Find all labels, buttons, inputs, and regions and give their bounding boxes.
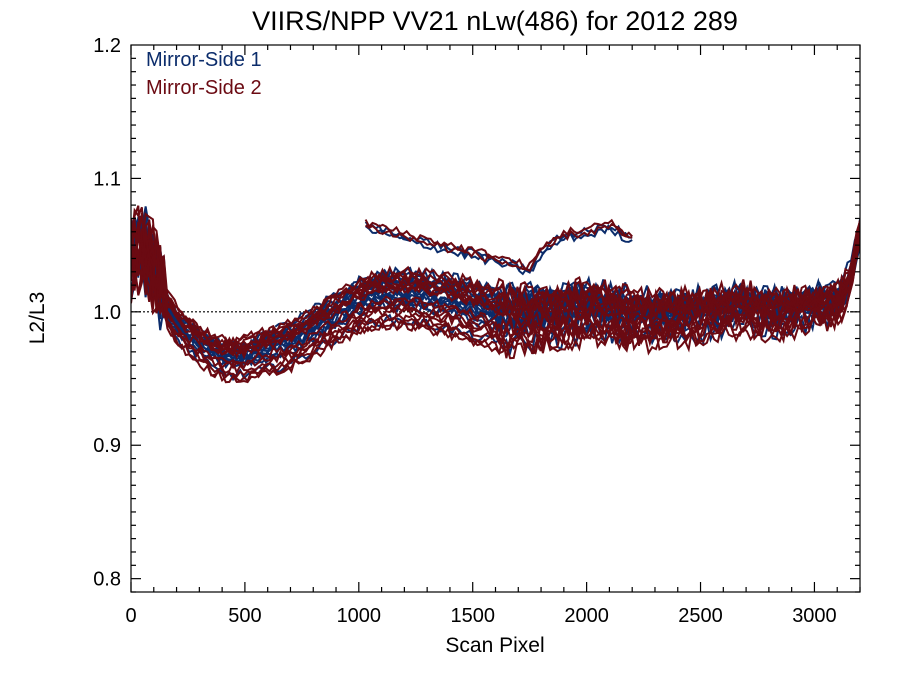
y-tick-label: 1.0 xyxy=(93,302,121,324)
y-tick-label: 1.2 xyxy=(93,35,121,57)
y-tick-label: 1.1 xyxy=(93,168,121,190)
series-upper-line-2 xyxy=(365,222,633,273)
series-line-2 xyxy=(131,242,860,384)
x-tick-label: 3000 xyxy=(792,605,837,627)
series-line-2 xyxy=(131,220,860,357)
chart-title: VIIRS/NPP VV21 nLw(486) for 2012 289 xyxy=(252,6,738,36)
x-tick-label: 2500 xyxy=(678,605,723,627)
series-upper-line-2 xyxy=(364,218,633,271)
x-tick-label: 500 xyxy=(228,605,261,627)
x-tick-label: 1500 xyxy=(450,605,495,627)
legend-mirror-side-2: Mirror-Side 2 xyxy=(146,77,262,99)
y-tick-label: 0.8 xyxy=(93,569,121,591)
series-line-2 xyxy=(131,226,860,357)
legend-mirror-side-1: Mirror-Side 1 xyxy=(146,49,262,71)
y-tick-label: 0.9 xyxy=(93,435,121,457)
x-axis-label: Scan Pixel xyxy=(445,634,544,657)
series-line-2 xyxy=(131,206,860,349)
series-line-2 xyxy=(131,262,664,375)
x-tick-label: 1000 xyxy=(337,605,382,627)
series-line-2 xyxy=(283,303,789,360)
x-tick-label: 2000 xyxy=(564,605,609,627)
x-tick-label: 0 xyxy=(125,605,136,627)
series-line-2 xyxy=(270,255,859,374)
y-axis-label: L2/L3 xyxy=(26,292,49,345)
